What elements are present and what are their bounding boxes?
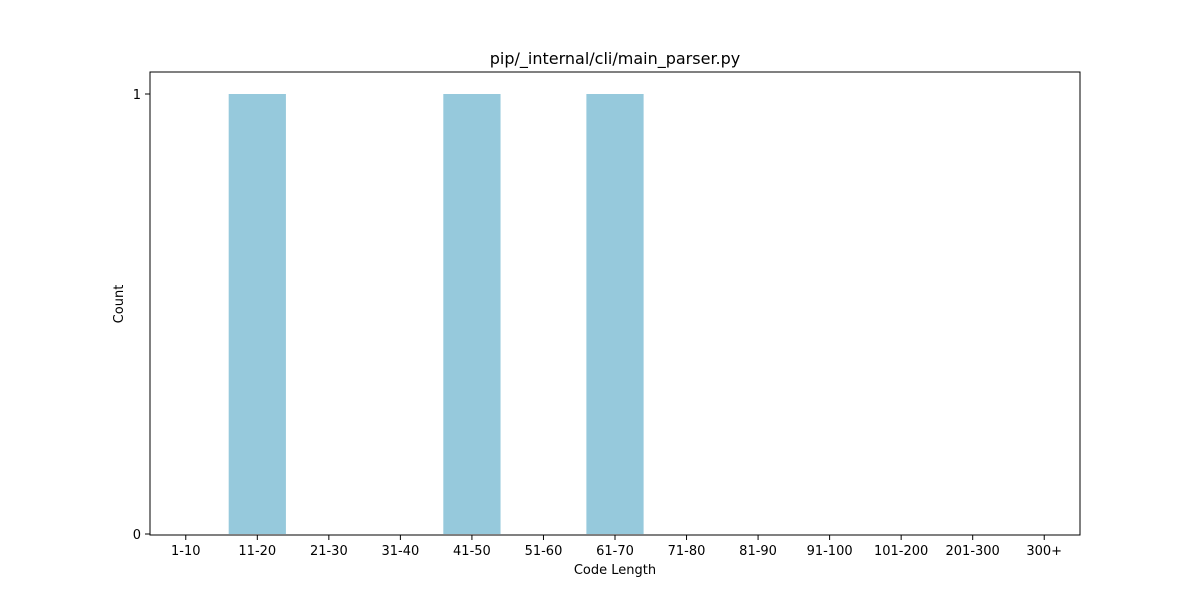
chart-title: pip/_internal/cli/main_parser.py [490,49,741,69]
x-tick-label: 300+ [1026,544,1062,559]
x-axis-label: Code Length [574,563,656,578]
x-tick-label: 81-90 [739,544,777,559]
x-axis-ticks: 1-10 11-20 21-30 31-40 41-50 51-60 61-70 71-80 8… [171,535,1062,559]
x-tick-label: 51-60 [525,544,563,559]
bar-41-50 [443,94,501,534]
y-tick-label: 1 [133,88,141,103]
y-axis-ticks: 01 [133,88,150,543]
x-tick-label: 101-200 [874,544,928,559]
y-tick-label: 0 [133,528,141,543]
bars-layer [228,94,644,534]
x-tick-label: 11-20 [238,544,276,559]
x-tick-label: 201-300 [946,544,1000,559]
x-tick-label: 31-40 [381,544,419,559]
y-axis-label: Count [112,285,127,324]
x-tick-label: 61-70 [596,544,634,559]
x-tick-label: 1-10 [171,544,201,559]
x-tick-label: 41-50 [453,544,491,559]
x-tick-label: 91-100 [807,544,853,559]
x-tick-label: 71-80 [668,544,706,559]
bar-61-70 [586,94,644,534]
bar-11-20 [228,94,286,534]
x-tick-label: 21-30 [310,544,348,559]
